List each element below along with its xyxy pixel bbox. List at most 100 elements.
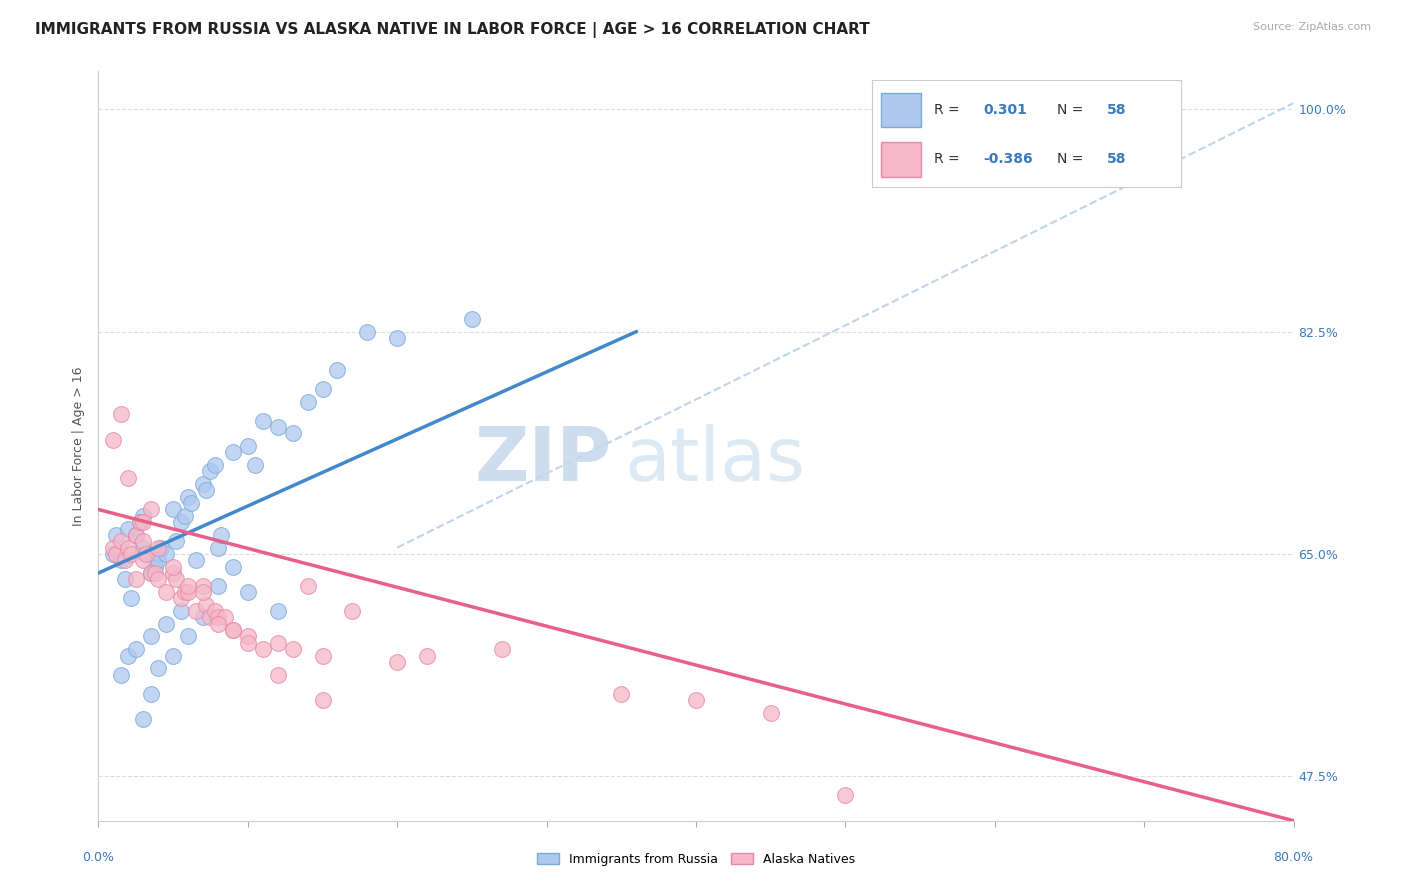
- Point: [105, 528, 128, 542]
- Point: [204, 458, 226, 472]
- Point: [139, 566, 162, 580]
- Point: [110, 534, 132, 549]
- Point: [132, 712, 155, 726]
- Point: [174, 508, 197, 523]
- Point: [169, 515, 191, 529]
- Point: [200, 464, 222, 478]
- Point: [236, 439, 259, 453]
- Point: [162, 559, 184, 574]
- Point: [385, 655, 409, 669]
- Point: [125, 572, 148, 586]
- Point: [252, 642, 274, 657]
- Point: [200, 610, 222, 624]
- Point: [267, 667, 290, 681]
- Text: 58: 58: [1107, 153, 1126, 167]
- Point: [214, 610, 236, 624]
- Text: 0.0%: 0.0%: [83, 851, 114, 864]
- Point: [207, 541, 229, 555]
- Text: Source: ZipAtlas.com: Source: ZipAtlas.com: [1253, 22, 1371, 32]
- Point: [148, 547, 170, 561]
- Point: [169, 604, 191, 618]
- Point: [207, 616, 229, 631]
- Point: [177, 490, 200, 504]
- Point: [834, 789, 856, 803]
- Point: [148, 553, 170, 567]
- Point: [162, 648, 184, 663]
- Point: [180, 496, 202, 510]
- Point: [191, 477, 214, 491]
- Point: [155, 585, 177, 599]
- Text: ZIP: ZIP: [475, 425, 613, 498]
- Text: atlas: atlas: [624, 425, 806, 498]
- FancyBboxPatch shape: [882, 93, 921, 128]
- Point: [155, 616, 177, 631]
- Point: [191, 585, 214, 599]
- Point: [222, 623, 245, 637]
- Text: R =: R =: [934, 103, 963, 117]
- Point: [165, 572, 187, 586]
- Text: -0.386: -0.386: [983, 153, 1032, 167]
- Point: [169, 591, 191, 606]
- Point: [148, 541, 170, 555]
- Point: [191, 579, 214, 593]
- Point: [132, 508, 155, 523]
- Point: [174, 585, 197, 599]
- Point: [267, 420, 290, 434]
- Point: [759, 706, 782, 720]
- Point: [222, 559, 245, 574]
- Point: [342, 604, 364, 618]
- Point: [110, 667, 132, 681]
- Point: [125, 528, 148, 542]
- Point: [132, 515, 155, 529]
- Point: [135, 547, 157, 561]
- Point: [129, 515, 152, 529]
- Point: [416, 648, 439, 663]
- Point: [207, 579, 229, 593]
- Y-axis label: In Labor Force | Age > 16: In Labor Force | Age > 16: [72, 367, 86, 525]
- Point: [150, 541, 173, 555]
- Point: [184, 604, 207, 618]
- Text: 0.301: 0.301: [983, 103, 1026, 117]
- Point: [139, 502, 162, 516]
- Point: [110, 553, 132, 567]
- Point: [204, 604, 226, 618]
- Point: [139, 687, 162, 701]
- Point: [139, 566, 162, 580]
- Text: N =: N =: [1057, 153, 1088, 167]
- Point: [114, 572, 136, 586]
- Point: [105, 547, 128, 561]
- Point: [148, 572, 170, 586]
- Point: [103, 433, 125, 447]
- Point: [148, 661, 170, 675]
- Point: [132, 534, 155, 549]
- Point: [125, 642, 148, 657]
- Point: [326, 363, 349, 377]
- Point: [129, 515, 152, 529]
- Point: [117, 541, 139, 555]
- Point: [236, 636, 259, 650]
- Point: [110, 407, 132, 421]
- Point: [222, 623, 245, 637]
- Point: [236, 585, 259, 599]
- Point: [610, 687, 633, 701]
- Point: [162, 566, 184, 580]
- Point: [491, 642, 513, 657]
- Point: [143, 559, 166, 574]
- Point: [385, 331, 409, 345]
- Point: [461, 312, 484, 326]
- Point: [356, 325, 378, 339]
- Point: [177, 630, 200, 644]
- Point: [245, 458, 267, 472]
- Point: [125, 528, 148, 542]
- Point: [103, 541, 125, 555]
- Point: [120, 591, 142, 606]
- Text: 58: 58: [1107, 103, 1126, 117]
- Point: [155, 547, 177, 561]
- Point: [117, 648, 139, 663]
- Point: [281, 642, 304, 657]
- Point: [195, 483, 218, 498]
- Point: [236, 630, 259, 644]
- Text: 80.0%: 80.0%: [1274, 851, 1313, 864]
- Point: [162, 502, 184, 516]
- Point: [132, 541, 155, 555]
